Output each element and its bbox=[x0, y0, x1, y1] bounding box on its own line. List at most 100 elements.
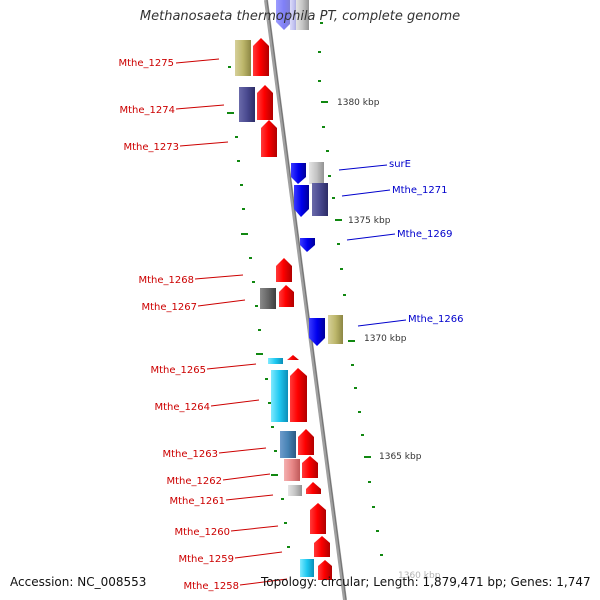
scale-tick bbox=[326, 150, 329, 152]
leader-mthe-1266 bbox=[357, 319, 407, 327]
gene-arrow[interactable] bbox=[298, 429, 314, 455]
gene-arrow[interactable] bbox=[253, 38, 269, 76]
gene-mthe-1260[interactable] bbox=[310, 503, 326, 534]
gene-label-mthe-1264[interactable]: Mthe_1264 bbox=[155, 402, 211, 413]
scale-tick bbox=[268, 402, 271, 404]
gene-block bbox=[280, 431, 296, 458]
gene-arrow[interactable] bbox=[310, 503, 326, 534]
gene-label-mthe-1259[interactable]: Mthe_1259 bbox=[179, 554, 235, 565]
gene-arrow[interactable] bbox=[261, 120, 277, 157]
gene-label-mthe-1275[interactable]: Mthe_1275 bbox=[119, 58, 175, 69]
gene-label-mthe-1274[interactable]: Mthe_1274 bbox=[120, 105, 176, 116]
scale-tick bbox=[258, 329, 261, 331]
scale-label-1365: 1365 kbp bbox=[379, 452, 422, 462]
gene-label-mthe-1266[interactable]: Mthe_1266 bbox=[408, 314, 464, 325]
gene-label-mthe-1268[interactable]: Mthe_1268 bbox=[139, 275, 195, 286]
gene-mthe-1259[interactable] bbox=[314, 536, 330, 557]
scale-ticks bbox=[227, 22, 383, 556]
scale-tick bbox=[256, 353, 263, 355]
gene-mthe-1264[interactable] bbox=[271, 368, 307, 422]
gene-mthe-1258[interactable] bbox=[300, 559, 332, 580]
gene-arrow[interactable] bbox=[257, 85, 273, 120]
gene-mthe-1273[interactable] bbox=[261, 120, 277, 157]
gene-arrow[interactable] bbox=[306, 482, 321, 494]
gene-label-mthe-1261[interactable]: Mthe_1261 bbox=[170, 496, 226, 507]
gene-arrow[interactable] bbox=[300, 238, 315, 252]
gene-block bbox=[268, 358, 283, 364]
gene-label-mthe-1271[interactable]: Mthe_1271 bbox=[392, 185, 448, 196]
scale-tick bbox=[340, 268, 343, 270]
gene-label-mthe-1273[interactable]: Mthe_1273 bbox=[124, 142, 180, 153]
leader-mthe-1274 bbox=[175, 104, 225, 110]
scale-tick bbox=[249, 257, 252, 259]
scale-tick bbox=[240, 184, 243, 186]
gene-arrow[interactable] bbox=[294, 185, 309, 217]
scale-tick bbox=[322, 126, 325, 128]
gene-mthe-1275[interactable] bbox=[235, 38, 269, 76]
gene-label-sure[interactable]: surE bbox=[389, 159, 411, 170]
scale-tick bbox=[265, 378, 268, 380]
topology-text: Topology: circular; Length: 1,879,471 bp… bbox=[261, 575, 591, 589]
gene-mthe-1274[interactable] bbox=[239, 85, 273, 122]
gene-mthe-1261[interactable] bbox=[288, 482, 321, 496]
gene-arrow[interactable] bbox=[287, 355, 299, 360]
gene-top-gray[interactable] bbox=[296, 0, 309, 30]
gene-arrow[interactable] bbox=[279, 285, 294, 307]
gene-label-mthe-1267[interactable]: Mthe_1267 bbox=[142, 302, 198, 313]
leader-mthe-1258 bbox=[239, 578, 288, 586]
leader-sure bbox=[338, 164, 388, 171]
gene-mthe-1271[interactable] bbox=[294, 183, 328, 217]
scale-tick bbox=[287, 546, 290, 548]
gene-label-mthe-1258[interactable]: Mthe_1258 bbox=[184, 581, 240, 592]
scale-tick bbox=[281, 498, 284, 500]
scale-tick bbox=[274, 450, 277, 452]
gene-mthe-1265[interactable] bbox=[268, 355, 299, 364]
scale-tick bbox=[235, 136, 238, 138]
gene-mthe-1267[interactable] bbox=[260, 285, 294, 309]
gene-arrow[interactable] bbox=[318, 560, 332, 580]
gene-block bbox=[271, 370, 288, 422]
gene-sure[interactable] bbox=[291, 162, 324, 184]
gene-mthe-1269[interactable] bbox=[300, 238, 315, 252]
scale-tick bbox=[252, 281, 255, 283]
scale-tick bbox=[343, 294, 346, 296]
gene-label-mthe-1265[interactable]: Mthe_1265 bbox=[151, 365, 207, 376]
gene-label-mthe-1269[interactable]: Mthe_1269 bbox=[397, 229, 453, 240]
gene-label-mthe-1262[interactable]: Mthe_1262 bbox=[167, 476, 223, 487]
gene-arrow[interactable] bbox=[291, 163, 306, 184]
gene-label-mthe-1260[interactable]: Mthe_1260 bbox=[175, 527, 231, 538]
scale-tick bbox=[255, 305, 258, 307]
gene-arrow[interactable] bbox=[290, 368, 307, 422]
scale-tick bbox=[354, 387, 357, 389]
scale-tick bbox=[335, 219, 342, 221]
gene-arrow[interactable] bbox=[309, 318, 325, 346]
gene-top-lavender[interactable] bbox=[290, 0, 298, 30]
gene-block bbox=[312, 183, 328, 216]
scale-tick bbox=[321, 101, 328, 103]
scale-tick bbox=[318, 51, 321, 53]
gene-mthe-1262[interactable] bbox=[284, 456, 318, 481]
scale-tick bbox=[337, 243, 340, 245]
gene-mthe-1268[interactable] bbox=[276, 258, 292, 282]
scale-tick bbox=[227, 112, 234, 114]
scale-tick bbox=[358, 411, 361, 413]
genome-backbone bbox=[264, 0, 347, 600]
gene-mthe-1263[interactable] bbox=[280, 429, 314, 458]
scale-tick bbox=[351, 364, 354, 366]
gene-arrow[interactable] bbox=[302, 456, 318, 478]
gene-top-blue[interactable] bbox=[276, 0, 292, 30]
gene-mthe-1266[interactable] bbox=[309, 315, 343, 346]
scale-labels: 1380 kbp 1375 kbp 1370 kbp 1365 kbp 1360… bbox=[337, 98, 441, 581]
scale-tick bbox=[237, 160, 240, 162]
gene-label-mthe-1263[interactable]: Mthe_1263 bbox=[163, 449, 219, 460]
scale-tick bbox=[361, 434, 364, 436]
leader-mthe-1259 bbox=[234, 551, 283, 559]
leader-mthe-1265 bbox=[206, 363, 257, 370]
scale-tick bbox=[228, 66, 231, 68]
leader-mthe-1268 bbox=[194, 274, 244, 280]
leader-mthe-1264 bbox=[210, 399, 260, 407]
label-leader-lines bbox=[175, 58, 407, 586]
gene-arrow[interactable] bbox=[314, 536, 330, 557]
gene-arrow[interactable] bbox=[276, 258, 292, 282]
accession-text: Accession: NC_008553 bbox=[10, 575, 147, 589]
